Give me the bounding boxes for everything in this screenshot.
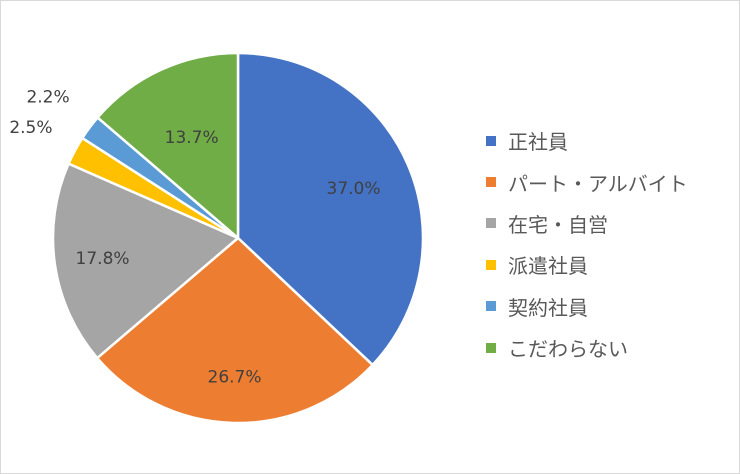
pie-slice xyxy=(96,51,240,240)
legend-label: 在宅・自営 xyxy=(508,212,608,237)
legend-item: 在宅・自営 xyxy=(486,203,688,244)
legend-label: 派遣社員 xyxy=(508,254,588,279)
legend-swatch xyxy=(486,177,496,188)
data-label: 13.7% xyxy=(165,128,219,148)
legend: 正社員パート・アルバイト 在宅・自営派遣社員契約社員こだわらない xyxy=(486,120,688,368)
data-label: 2.5% xyxy=(9,118,52,138)
legend-item: パート・アルバイト xyxy=(486,161,688,202)
legend-swatch xyxy=(486,218,496,229)
legend-label: 契約社員 xyxy=(508,295,588,320)
legend-swatch xyxy=(486,259,496,270)
legend-item: 正社員 xyxy=(486,120,688,161)
pie-slice xyxy=(236,51,425,367)
data-label: 17.8% xyxy=(76,249,130,269)
pie-slice xyxy=(51,162,240,360)
legend-label: パート・アルバイト xyxy=(508,171,688,196)
legend-item: こだわらない xyxy=(486,327,688,368)
data-label: 26.7% xyxy=(208,368,262,388)
legend-swatch xyxy=(486,301,496,312)
legend-label: 正社員 xyxy=(508,130,568,155)
data-label: 37.0% xyxy=(327,179,381,199)
legend-swatch xyxy=(486,135,496,146)
pie-slice xyxy=(95,236,374,425)
legend-swatch xyxy=(486,342,496,353)
legend-item: 派遣社員 xyxy=(486,244,688,285)
legend-item: 契約社員 xyxy=(486,286,688,327)
legend-label: こだわらない xyxy=(508,337,628,362)
data-label: 2.2% xyxy=(26,88,69,108)
